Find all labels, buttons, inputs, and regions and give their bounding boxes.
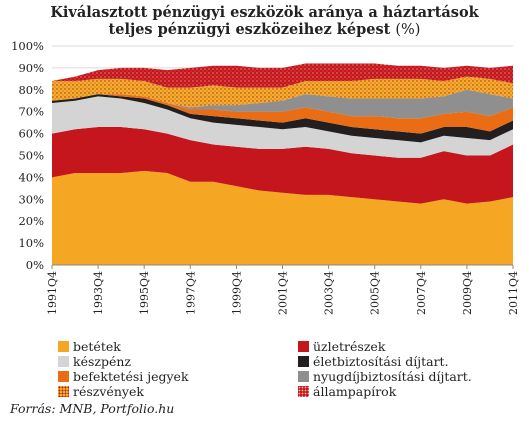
x-tick-label: 1993Q4 bbox=[92, 271, 105, 315]
x-axis: 1991Q4 1993Q4 1995Q4 1997Q4 1999Q4 2001Q4 2003… bbox=[46, 264, 520, 315]
y-tick-label: 0% bbox=[26, 258, 44, 272]
legend-item-nyugdij: nyugdíjbiztosítási díjtart. bbox=[298, 369, 472, 384]
legend-item-betetek: betétek bbox=[58, 339, 121, 354]
area-reszvenyek bbox=[52, 76, 513, 108]
x-tick-label: 2003Q4 bbox=[323, 271, 336, 315]
y-tick-label: 90% bbox=[18, 61, 44, 75]
area-keszpenz bbox=[52, 96, 513, 158]
y-axis: 0% 10% 20% 30% 40% 50% 60% 70% 80% 90% 100% bbox=[11, 39, 44, 272]
legend-label: állampapírok bbox=[313, 384, 397, 399]
legend-item-eletbiztositasi: életbiztosítási díjtart. bbox=[298, 354, 449, 369]
x-tick-label: 2005Q4 bbox=[369, 271, 382, 315]
legend-label: befektetési jegyek bbox=[73, 369, 189, 384]
title-line-1: Kiválasztott pénzügyi eszközök aránya a … bbox=[50, 4, 479, 21]
legend-label: életbiztosítási díjtart. bbox=[313, 354, 449, 369]
legend-item-reszvenyek: részvények bbox=[58, 384, 144, 399]
source-note: Forrás: MNB, Portfolio.hu bbox=[10, 401, 175, 416]
legend-swatch-allampapirok bbox=[298, 386, 309, 397]
legend-swatch-reszvenyek bbox=[58, 386, 69, 397]
x-tick-label: 2009Q4 bbox=[461, 271, 474, 315]
area-befektetesi bbox=[52, 94, 513, 134]
x-tick-label: 2001Q4 bbox=[277, 271, 290, 315]
legend-label: üzletrészek bbox=[313, 339, 386, 354]
title-unit: (%) bbox=[395, 22, 421, 38]
legend-label: készpénz bbox=[73, 354, 132, 369]
y-tick-label: 10% bbox=[18, 236, 44, 250]
legend-swatch-nyugdij bbox=[298, 371, 309, 382]
title-line-2-text: teljes pénzügyi eszközeihez képest bbox=[108, 21, 391, 38]
legend-swatch-betetek bbox=[58, 341, 69, 352]
chart-title: Kiválasztott pénzügyi eszközök aránya a … bbox=[0, 4, 529, 39]
legend-item-uzletreszek: üzletrészek bbox=[298, 339, 385, 354]
y-tick-label: 60% bbox=[18, 127, 44, 141]
x-tick-label: 1995Q4 bbox=[138, 271, 151, 315]
title-line-2: teljes pénzügyi eszközeihez képest (%) bbox=[0, 21, 529, 39]
y-tick-label: 70% bbox=[18, 105, 44, 119]
area-allampapirok bbox=[52, 63, 513, 88]
y-tick-label: 40% bbox=[18, 170, 44, 184]
y-tick-label: 80% bbox=[18, 83, 44, 97]
area-eletbiztositasi bbox=[52, 94, 513, 143]
legend-item-befektetesi: befektetési jegyek bbox=[58, 369, 189, 384]
y-tick-label: 50% bbox=[18, 149, 44, 163]
legend-label: részvények bbox=[73, 384, 144, 399]
x-tick-label: 1991Q4 bbox=[46, 271, 59, 315]
y-tick-label: 30% bbox=[18, 192, 44, 206]
area-uzletreszek bbox=[52, 127, 513, 204]
legend-label: nyugdíjbiztosítási díjtart. bbox=[313, 369, 472, 384]
area-betetek bbox=[52, 170, 513, 265]
legend-swatch-keszpenz bbox=[58, 356, 69, 367]
stacked-area-chart: 0% 10% 20% 30% 40% 50% 60% 70% 80% 90% 100% 1991Q4… bbox=[11, 39, 520, 315]
x-tick-label: 2011Q4 bbox=[507, 271, 520, 315]
x-tick-label: 2007Q4 bbox=[415, 271, 428, 315]
legend-label: betétek bbox=[73, 339, 121, 354]
legend-item-allampapirok: állampapírok bbox=[298, 384, 396, 399]
legend-swatch-uzletreszek bbox=[298, 341, 309, 352]
x-tick-label: 1997Q4 bbox=[184, 271, 197, 315]
area-nyugdij bbox=[52, 89, 513, 119]
legend-swatch-eletbiztositasi bbox=[298, 356, 309, 367]
legend-swatch-befektetesi bbox=[58, 371, 69, 382]
x-tick-label: 1999Q4 bbox=[230, 271, 243, 315]
legend-item-keszpenz: készpénz bbox=[58, 354, 131, 369]
area-series-group bbox=[52, 63, 513, 265]
y-tick-label: 20% bbox=[18, 214, 44, 228]
y-tick-label: 100% bbox=[11, 39, 44, 53]
